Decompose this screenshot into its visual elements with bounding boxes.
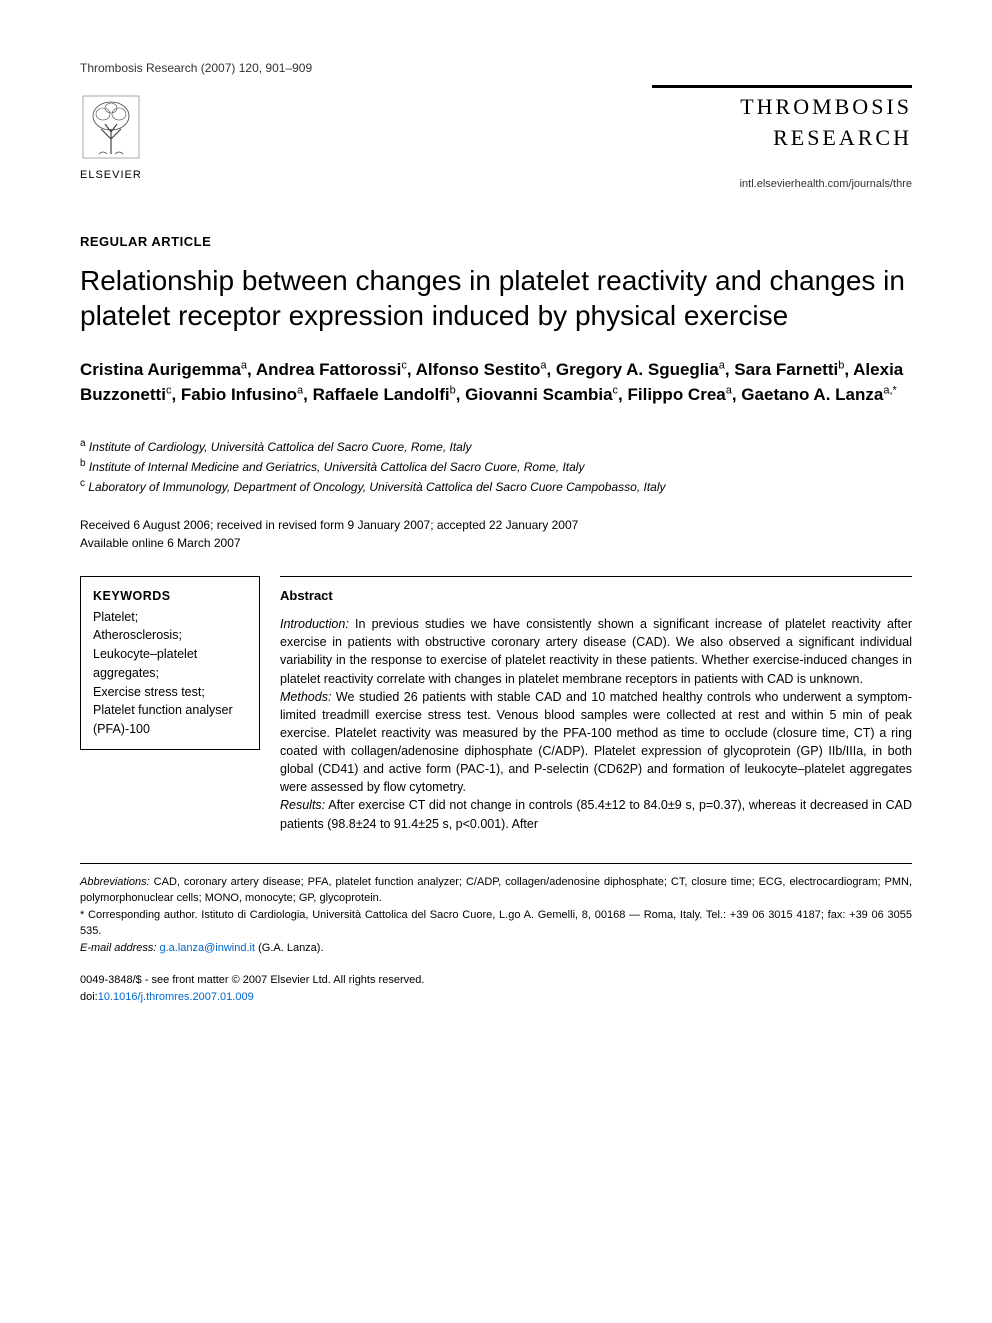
abstract-section-label: Methods:: [280, 690, 331, 704]
header-row: Thrombosis Research (2007) 120, 901–909: [80, 60, 912, 77]
corresponding-author-line: * Corresponding author. Istituto di Card…: [80, 907, 912, 940]
keyword-item: Platelet function analyser (PFA)-100: [93, 701, 247, 739]
publisher-logo: ELSEVIER: [80, 94, 142, 183]
article-dates: Received 6 August 2006; received in revi…: [80, 516, 912, 552]
abstract-heading: Abstract: [280, 587, 912, 605]
keyword-item: Leukocyte–platelet aggregates;: [93, 645, 247, 683]
elsevier-tree-icon: [81, 94, 141, 164]
abstract-section-text: In previous studies we have consistently…: [280, 617, 912, 685]
dates-online: Available online 6 March 2007: [80, 534, 912, 552]
abstract-section-text: After exercise CT did not change in cont…: [280, 798, 912, 830]
keywords-box: KEYWORDS Platelet;Atherosclerosis;Leukoc…: [80, 576, 260, 750]
doi-prefix: doi:: [80, 991, 98, 1003]
abstract-section-label: Introduction:: [280, 617, 349, 631]
keywords-list: Platelet;Atherosclerosis;Leukocyte–plate…: [93, 608, 247, 739]
abstract-column: Abstract Introduction: In previous studi…: [280, 576, 912, 833]
affiliations: a Institute of Cardiology, Università Ca…: [80, 436, 912, 496]
copyright-block: 0049-3848/$ - see front matter © 2007 El…: [80, 972, 912, 1005]
email-person: (G.A. Lanza).: [255, 942, 323, 954]
journal-title-line1: THROMBOSIS: [652, 92, 912, 123]
doi-line: doi:10.1016/j.thromres.2007.01.009: [80, 989, 912, 1006]
abbreviations-line: Abbreviations: CAD, coronary artery dise…: [80, 874, 912, 907]
abbreviations-label: Abbreviations:: [80, 876, 150, 888]
email-link[interactable]: g.a.lanza@inwind.it: [159, 942, 255, 954]
author-list: Cristina Aurigemmaa, Andrea Fattorossic,…: [80, 357, 912, 408]
journal-title-block: THROMBOSIS RESEARCH intl.elsevierhealth.…: [652, 85, 912, 193]
copyright-line: 0049-3848/$ - see front matter © 2007 El…: [80, 972, 912, 989]
email-label: E-mail address:: [80, 942, 156, 954]
journal-reference: Thrombosis Research (2007) 120, 901–909: [80, 60, 312, 77]
footnotes: Abbreviations: CAD, coronary artery dise…: [80, 863, 912, 957]
email-line: E-mail address: g.a.lanza@inwind.it (G.A…: [80, 940, 912, 957]
abstract-body: Introduction: In previous studies we hav…: [280, 615, 912, 833]
affiliation-line: c Laboratory of Immunology, Department o…: [80, 476, 912, 496]
keyword-item: Exercise stress test;: [93, 683, 247, 702]
logo-row: ELSEVIER THROMBOSIS RESEARCH intl.elsevi…: [80, 85, 912, 193]
journal-rule: [652, 85, 912, 88]
dates-received: Received 6 August 2006; received in revi…: [80, 516, 912, 534]
keywords-heading: KEYWORDS: [93, 587, 247, 606]
publisher-name: ELSEVIER: [80, 168, 142, 183]
journal-url: intl.elsevierhealth.com/journals/thre: [652, 177, 912, 192]
keyword-item: Platelet;: [93, 608, 247, 627]
affiliation-line: b Institute of Internal Medicine and Ger…: [80, 456, 912, 476]
doi-link[interactable]: 10.1016/j.thromres.2007.01.009: [98, 991, 254, 1003]
keyword-item: Atherosclerosis;: [93, 626, 247, 645]
abstract-section-label: Results:: [280, 798, 325, 812]
abbreviations-text: CAD, coronary artery disease; PFA, plate…: [80, 876, 912, 905]
affiliation-line: a Institute of Cardiology, Università Ca…: [80, 436, 912, 456]
content-row: KEYWORDS Platelet;Atherosclerosis;Leukoc…: [80, 576, 912, 833]
article-type: REGULAR ARTICLE: [80, 233, 912, 251]
abstract-section-text: We studied 26 patients with stable CAD a…: [280, 690, 912, 795]
journal-title-line2: RESEARCH: [652, 123, 912, 154]
corresponding-text: Corresponding author. Istituto di Cardio…: [80, 909, 912, 938]
article-title: Relationship between changes in platelet…: [80, 263, 912, 333]
